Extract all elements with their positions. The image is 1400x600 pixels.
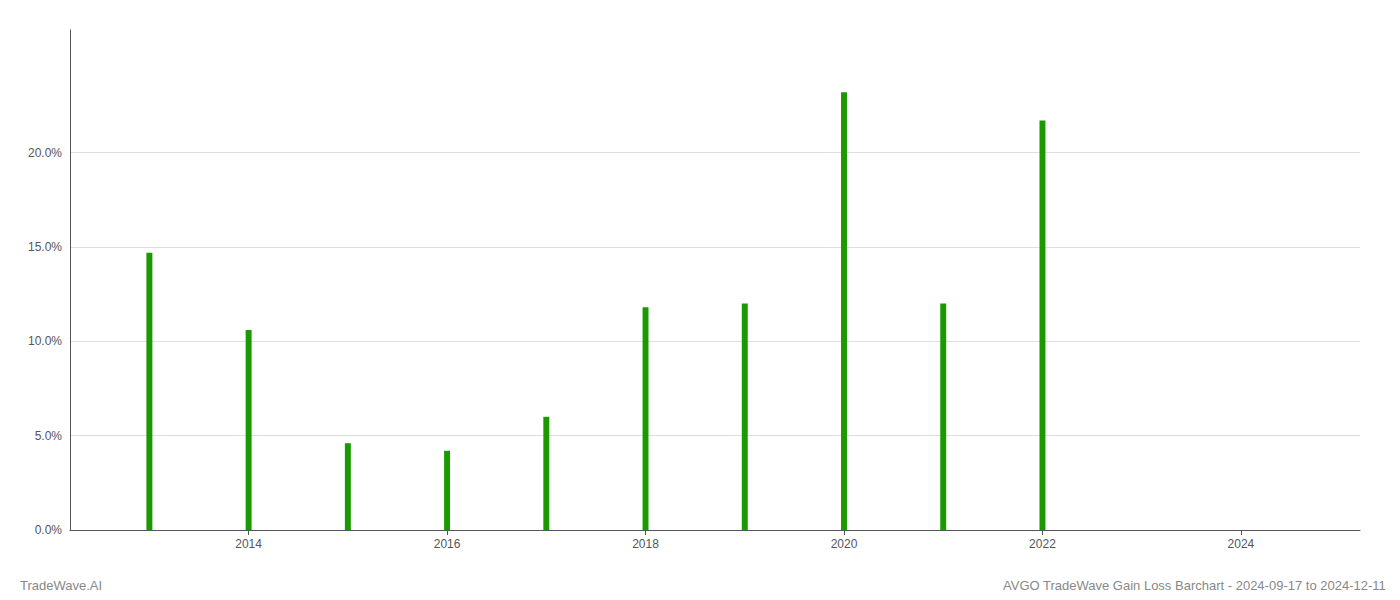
svg-text:5.0%: 5.0%: [35, 429, 63, 443]
svg-text:2024: 2024: [1228, 537, 1255, 551]
svg-text:2014: 2014: [235, 537, 262, 551]
svg-text:15.0%: 15.0%: [28, 240, 62, 254]
svg-text:2018: 2018: [632, 537, 659, 551]
svg-text:AVGO TradeWave Gain Loss Barch: AVGO TradeWave Gain Loss Barchart - 2024…: [1003, 578, 1386, 593]
svg-text:2022: 2022: [1029, 537, 1056, 551]
svg-text:2020: 2020: [831, 537, 858, 551]
svg-text:10.0%: 10.0%: [28, 334, 62, 348]
svg-text:0.0%: 0.0%: [35, 523, 63, 537]
svg-text:TradeWave.AI: TradeWave.AI: [20, 578, 102, 593]
svg-text:20.0%: 20.0%: [28, 146, 62, 160]
svg-text:2016: 2016: [434, 537, 461, 551]
